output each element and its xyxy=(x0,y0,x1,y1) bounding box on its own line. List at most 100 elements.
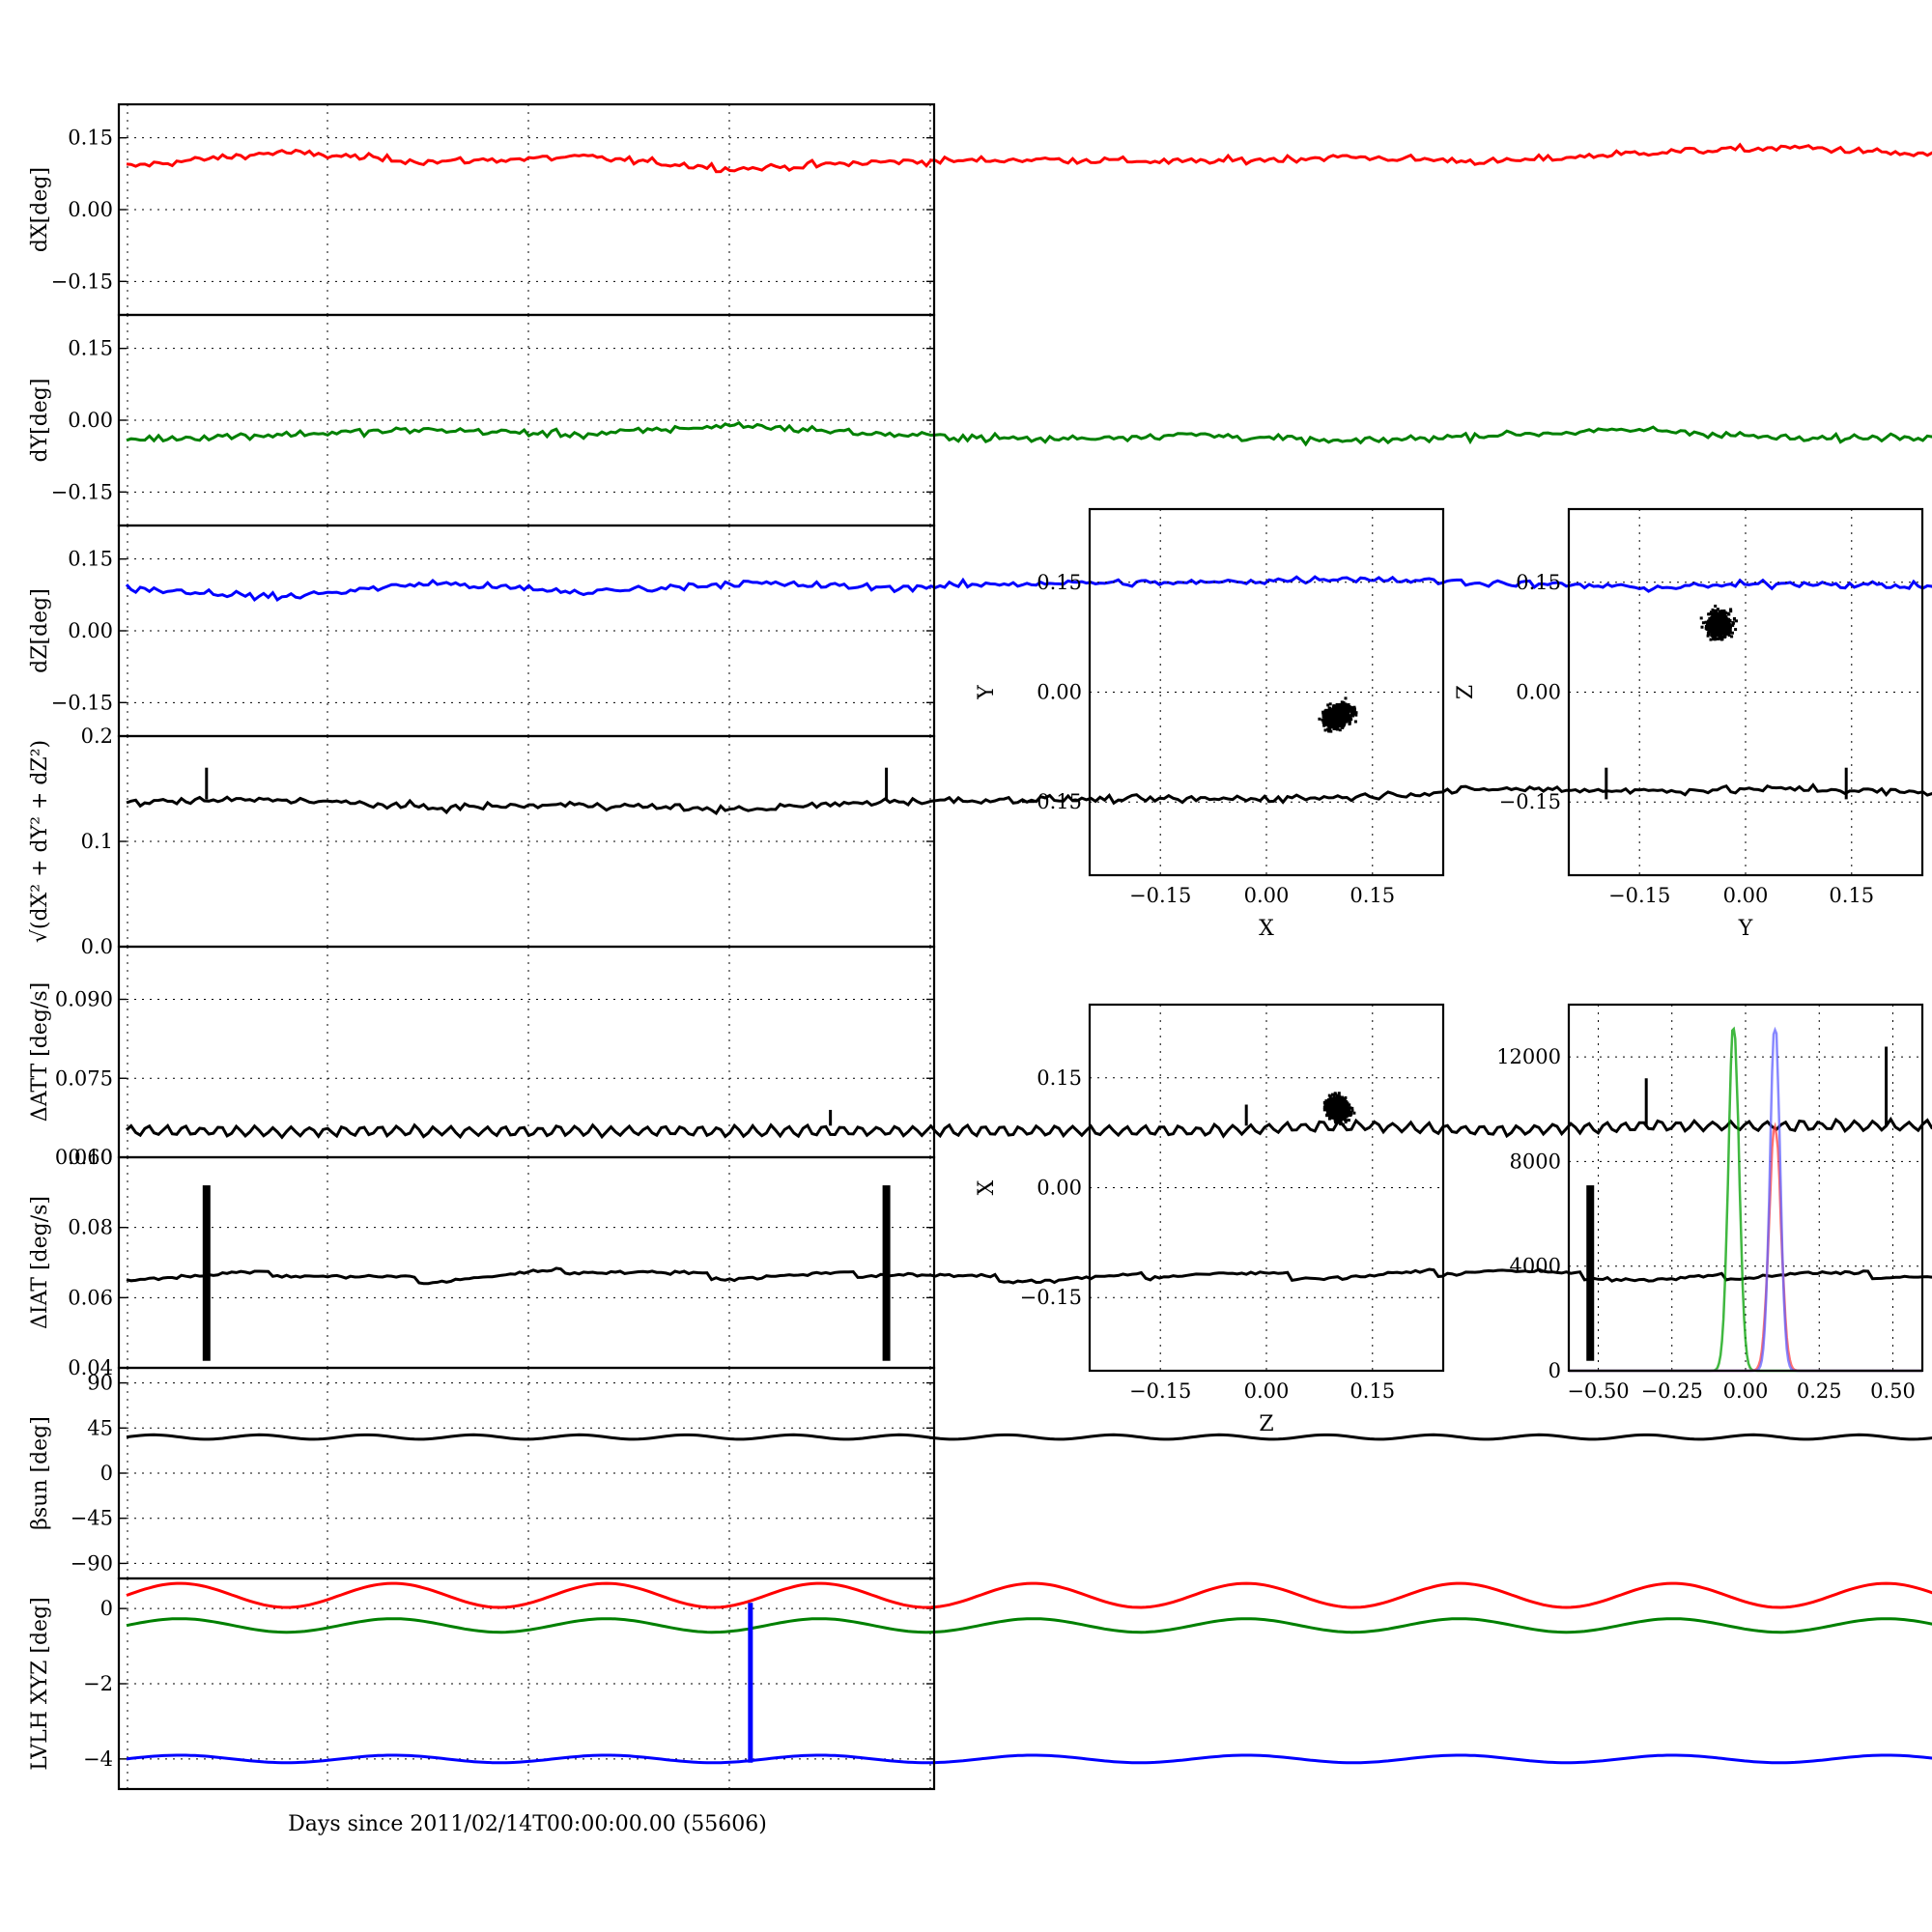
scatter-point xyxy=(1329,724,1333,727)
scatter-point xyxy=(1334,715,1338,719)
scatter-point xyxy=(1338,714,1342,718)
series-line-dY xyxy=(126,420,1932,447)
y-axis-label: dZ[deg] xyxy=(28,588,52,673)
scatter-point xyxy=(1334,1093,1338,1096)
scatter-point xyxy=(1347,1119,1350,1122)
y-tick-label: −0.15 xyxy=(1499,790,1561,813)
scatter-point xyxy=(1351,708,1355,712)
series-line-lvlh xyxy=(126,1753,1932,1765)
scatter-point xyxy=(1717,632,1720,636)
scatter-point xyxy=(1713,623,1717,627)
plot-frame xyxy=(1567,1003,1924,1373)
y-tick-label: −0.15 xyxy=(51,480,113,503)
plot-frame xyxy=(1088,1003,1445,1373)
scatter-point xyxy=(1322,720,1326,724)
scatter-point xyxy=(1717,630,1720,634)
plot-frame xyxy=(1088,507,1445,877)
scatter-points xyxy=(1699,604,1738,641)
scatter-point xyxy=(1323,1100,1327,1104)
scatter-point xyxy=(1344,1095,1348,1099)
scatter-point xyxy=(1350,706,1353,710)
scatter-point xyxy=(1354,711,1358,715)
y-tick-label: −4 xyxy=(83,1747,113,1771)
scatter-point xyxy=(1341,1098,1345,1102)
scatter-point xyxy=(1343,1104,1346,1108)
scatter-point xyxy=(1339,1121,1343,1124)
scatter-point xyxy=(1335,1094,1339,1098)
scatter-point xyxy=(1341,719,1345,723)
scatter-point xyxy=(1350,713,1354,717)
y-axis-label: LVLH XYZ [deg] xyxy=(28,1597,52,1771)
scatter-point xyxy=(1346,707,1350,711)
scatter-point xyxy=(1719,621,1723,625)
scatter-point xyxy=(1339,721,1343,724)
series-line-lvlh xyxy=(126,1581,1932,1609)
scatter-point xyxy=(1718,620,1721,624)
scatter-point xyxy=(1699,616,1703,620)
scatter-point xyxy=(1330,720,1333,724)
scatter-point xyxy=(1350,1106,1354,1110)
y-tick-label: 0.15 xyxy=(68,337,113,360)
scatter-point xyxy=(1328,709,1332,713)
scatter-point xyxy=(1340,700,1344,704)
scatter-point xyxy=(1328,1114,1332,1118)
scatter-point xyxy=(1338,703,1341,707)
scatter-point xyxy=(1336,716,1340,719)
scatter-point xyxy=(1354,713,1358,717)
y-tick-label: 0.04 xyxy=(68,1356,113,1379)
scatter-point xyxy=(1336,1117,1340,1121)
scatter-point xyxy=(1323,712,1327,716)
x-tick-label: 0.50 xyxy=(1870,1379,1916,1403)
scatter-point xyxy=(1349,714,1352,718)
panel-lvlh: 0 −2 −4 LVLH XYZ [deg] xyxy=(28,1577,1932,1791)
scatter-point xyxy=(1342,1117,1346,1121)
scatter-point xyxy=(1326,703,1330,707)
x-axis-label: Days since 2011/02/14T00:00:00.00 (55606… xyxy=(288,1812,767,1836)
scatter-point xyxy=(1713,625,1717,629)
scatter-point xyxy=(1720,638,1724,641)
x-tick-label: −0.50 xyxy=(1567,1379,1629,1403)
scatter-point xyxy=(1726,623,1730,627)
scatter-point xyxy=(1716,637,1719,640)
scatter-point xyxy=(1722,630,1726,634)
panel-dZ: 0.15 0.00 −0.15 dZ[deg] xyxy=(28,524,1932,738)
series-line-norm xyxy=(126,782,1932,816)
scatter-point xyxy=(1332,1108,1336,1112)
scatter-point xyxy=(1331,1099,1335,1103)
scatter-point xyxy=(1324,708,1328,712)
scatter-point xyxy=(1721,625,1725,629)
histogram: −0.50 −0.25 0.00 0.25 0.50 12000 8000 4000 0 xyxy=(1496,1003,1924,1403)
scatter-point xyxy=(1352,705,1356,709)
scatter-point xyxy=(1724,626,1728,630)
scatter-point xyxy=(1322,713,1325,717)
x-axis-label: Z xyxy=(1259,1412,1273,1436)
y-tick-label: −0.15 xyxy=(1020,790,1082,813)
scatter-points xyxy=(1318,696,1358,733)
plot-frame xyxy=(117,1577,936,1791)
scatter-point xyxy=(1340,1117,1344,1120)
scatter-point xyxy=(1347,1108,1350,1112)
scatter-point xyxy=(1712,632,1716,636)
y-tick-label: 0 xyxy=(100,1462,113,1485)
scatter-point xyxy=(1708,612,1712,616)
y-tick-label: 0.00 xyxy=(1037,681,1082,704)
scatter-point xyxy=(1711,628,1715,632)
scatter-point xyxy=(1328,1110,1332,1113)
scatter-point xyxy=(1342,1114,1346,1118)
scatter-point xyxy=(1728,629,1732,633)
scatter-point xyxy=(1338,1109,1342,1113)
scatter-point xyxy=(1348,722,1351,725)
scatter-point xyxy=(1344,709,1348,713)
y-tick-label: 45 xyxy=(87,1416,113,1439)
scatter-point xyxy=(1328,1098,1332,1102)
scatter-point xyxy=(1345,705,1348,709)
scatter-point xyxy=(1332,1103,1336,1107)
y-tick-label: 12000 xyxy=(1496,1045,1561,1068)
scatter-point xyxy=(1734,628,1738,632)
scatter-point xyxy=(1327,1106,1330,1110)
scatter-point xyxy=(1322,1106,1326,1109)
scatter-point xyxy=(1322,1108,1326,1112)
scatter-point xyxy=(1336,1114,1340,1118)
x-tick-label: −0.15 xyxy=(1608,884,1670,907)
scatter-point xyxy=(1735,619,1738,623)
